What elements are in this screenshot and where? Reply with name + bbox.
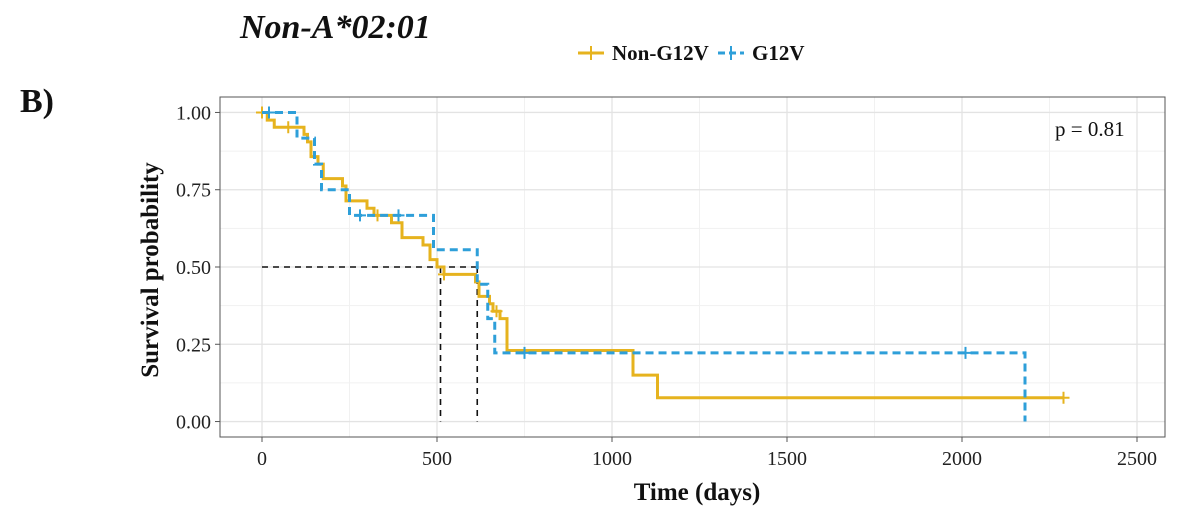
censor-mark-g12v (392, 209, 405, 222)
ticks: 0 500 1000 1500 2000 2500 0.00 0.25 0.50 0.75 1.00 (176, 102, 1157, 470)
censor-mark-non-g12v (438, 268, 450, 281)
y-axis-label: Survival probability (137, 162, 164, 378)
censor-mark-non-g12v (282, 121, 295, 134)
censor-mark-g12v (354, 209, 366, 222)
x-tick-label: 2000 (942, 448, 982, 470)
y-tick-label: 0.75 (176, 180, 211, 202)
x-tick-label: 1000 (592, 448, 632, 470)
legend-label-non-g12v: Non-G12V (612, 41, 709, 65)
grid (220, 97, 1165, 437)
p-value-annotation: p = 0.81 (1055, 117, 1125, 141)
figure-title: Non-A*02:01 (239, 9, 431, 46)
y-tick-label: 0.00 (176, 412, 211, 434)
y-tick-label: 0.50 (176, 257, 211, 279)
series-layer (256, 106, 1070, 422)
y-tick-label: 0.25 (176, 334, 211, 356)
censor-mark-g12v (518, 346, 531, 359)
x-tick-label: 2500 (1117, 448, 1157, 470)
censor-mark-non-g12v (490, 305, 503, 318)
censor-mark-g12v (959, 346, 972, 359)
legend-item-g12v: G12V (718, 41, 805, 65)
x-tick-label: 500 (422, 448, 452, 470)
series-line-g12v (262, 110, 1027, 422)
x-axis-label: Time (days) (634, 479, 761, 506)
legend-item-non-g12v: Non-G12V (578, 41, 709, 65)
censor-mark-g12v (263, 106, 275, 119)
y-tick-label: 1.00 (176, 102, 211, 124)
legend: Non-G12V G12V (578, 41, 805, 65)
censor-mark-non-g12v (1057, 391, 1070, 404)
x-tick-label: 0 (257, 448, 267, 470)
legend-label-g12v: G12V (752, 41, 805, 65)
series-line-non-g12v (262, 110, 1064, 400)
x-tick-label: 1500 (767, 448, 807, 470)
panel-label: B) (20, 83, 54, 120)
